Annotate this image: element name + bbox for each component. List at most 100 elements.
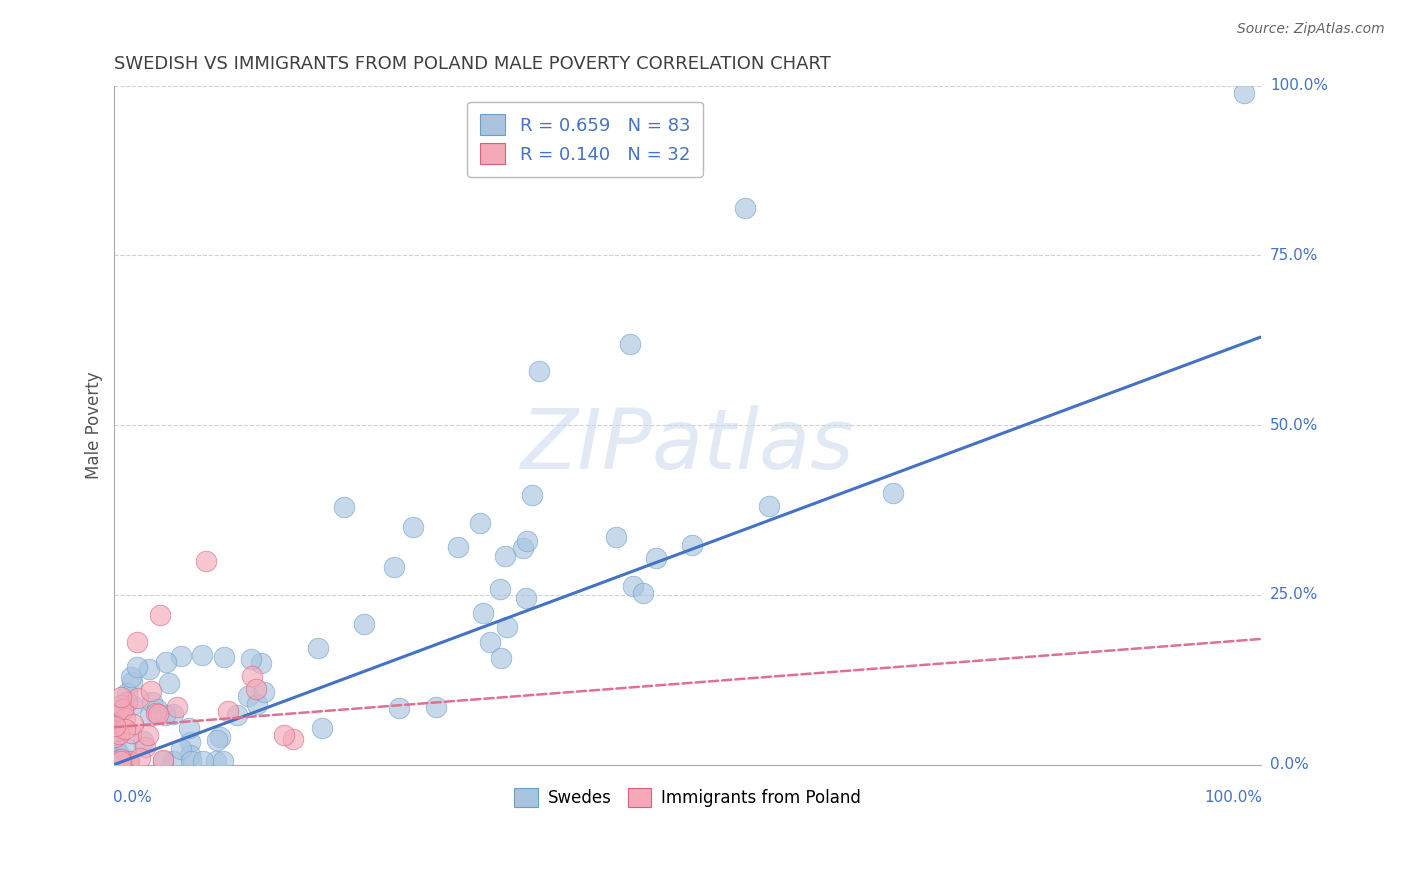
Point [527,364,550,378]
Point [115,686,138,700]
Point [114,741,136,756]
Point [104,754,127,768]
Point [110,690,132,704]
Point [515,591,537,606]
Point [250,657,273,671]
Point [623,579,645,593]
Point [246,697,269,711]
Point [631,586,654,600]
Point [882,486,904,500]
Text: 0.0%: 0.0% [1270,757,1309,772]
Point [332,500,354,514]
Text: 0.0%: 0.0% [114,789,152,805]
Point [114,711,136,725]
Text: 100.0%: 100.0% [1270,78,1329,94]
Point [179,721,201,735]
Point [401,520,423,534]
Point [122,716,145,731]
Point [281,731,304,746]
Point [170,742,193,756]
Point [111,702,134,716]
Text: 100.0%: 100.0% [1204,789,1263,805]
Point [104,730,127,744]
Point [152,754,174,768]
Point [311,721,333,735]
Point [468,516,491,531]
Point [134,739,156,754]
Point [157,675,180,690]
Point [103,723,125,738]
Point [644,551,666,566]
Text: 75.0%: 75.0% [1270,248,1319,263]
Point [489,582,512,596]
Point [212,754,235,768]
Point [104,750,127,764]
Point [114,723,136,737]
Point [226,708,249,723]
Point [190,648,212,662]
Point [180,754,202,768]
Point [121,675,143,690]
Point [127,691,149,706]
Point [103,720,125,734]
Point [388,701,411,715]
Point [152,753,174,767]
Point [104,699,127,714]
Text: 25.0%: 25.0% [1270,587,1319,602]
Point [104,740,127,755]
Point [245,681,267,696]
Point [132,734,155,748]
Point [110,698,132,712]
Point [139,684,162,698]
Y-axis label: Male Poverty: Male Poverty [86,371,103,479]
Point [110,754,132,768]
Point [384,560,406,574]
Point [145,706,167,721]
Point [425,700,447,714]
Point [179,734,201,748]
Point [105,754,128,768]
Point [146,702,169,716]
Point [153,708,176,723]
Point [105,754,128,768]
Point [619,336,641,351]
Point [121,698,143,713]
Point [205,754,228,768]
Point [307,640,329,655]
Point [149,608,172,623]
Point [195,554,218,568]
Point [117,754,139,768]
Point [128,751,150,765]
Point [516,534,538,549]
Point [758,499,780,513]
Point [179,747,201,762]
Point [205,733,228,747]
Point [605,530,627,544]
Point [103,751,125,765]
Text: Source: ZipAtlas.com: Source: ZipAtlas.com [1237,22,1385,37]
Point [115,694,138,708]
Point [110,754,132,768]
Legend: Swedes, Immigrants from Poland: Swedes, Immigrants from Poland [508,781,868,814]
Point [239,652,262,666]
Point [166,699,188,714]
Point [353,616,375,631]
Point [107,702,129,716]
Point [136,728,159,742]
Point [138,662,160,676]
Point [141,695,163,709]
Point [118,754,141,768]
Point [494,549,516,564]
Point [512,541,534,555]
Point [120,726,142,740]
Point [107,754,129,768]
Point [125,660,148,674]
Point [522,488,544,502]
Point [104,719,127,733]
Point [148,707,170,722]
Point [681,538,703,552]
Point [217,704,239,718]
Point [105,723,128,738]
Point [170,649,193,664]
Point [478,634,501,648]
